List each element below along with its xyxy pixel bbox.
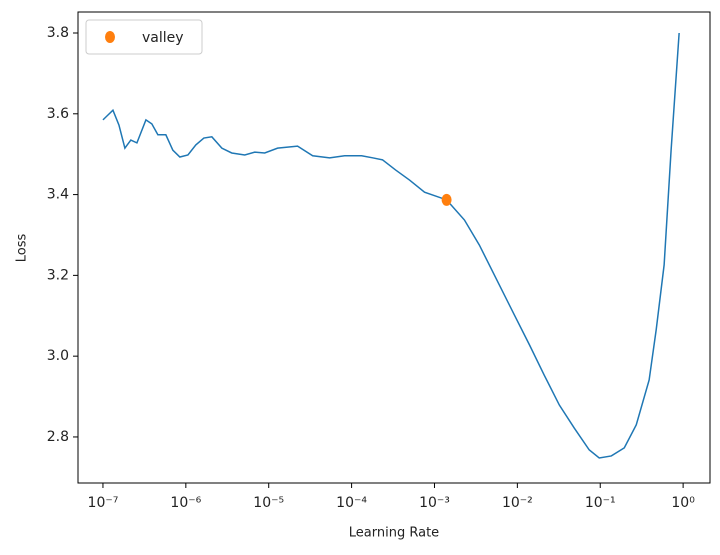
valley-point [441,193,452,206]
y-axis-label: Loss [15,234,30,263]
x-tick-label: 10⁻³ [419,495,450,511]
y-tick-label: 3.4 [47,187,69,203]
legend-marker [105,31,115,43]
x-tick-label: 10⁻¹ [585,495,616,511]
y-tick-label: 2.8 [47,429,69,445]
y-tick-label: 3.2 [47,267,69,283]
x-tick-label: 10⁻⁶ [170,495,201,511]
legend-label: valley [142,30,184,46]
axes-frame [77,11,711,484]
x-tick-label: 10⁻² [502,495,533,511]
x-tick-label: 10⁰ [671,495,695,511]
y-tick-label: 3.8 [47,25,69,41]
legend-box [85,19,203,55]
loss-line [102,32,680,459]
x-axis-label: Learning Rate [349,526,439,541]
x-tick-label: 10⁻⁷ [88,495,119,511]
y-tick-label: 3.0 [47,348,69,364]
x-tick-label: 10⁻⁴ [336,495,367,511]
y-tick-label: 3.6 [47,106,69,122]
x-tick-label: 10⁻⁵ [253,495,284,511]
